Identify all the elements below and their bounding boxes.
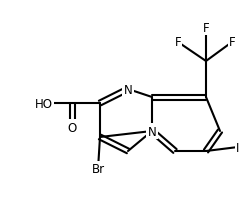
- Text: Br: Br: [92, 163, 105, 176]
- Text: O: O: [67, 121, 77, 134]
- Text: I: I: [236, 141, 240, 154]
- Text: N: N: [124, 83, 132, 96]
- Text: F: F: [203, 21, 209, 34]
- Text: F: F: [229, 36, 235, 49]
- Text: HO: HO: [35, 97, 53, 110]
- Text: N: N: [148, 125, 156, 138]
- Text: F: F: [175, 36, 181, 49]
